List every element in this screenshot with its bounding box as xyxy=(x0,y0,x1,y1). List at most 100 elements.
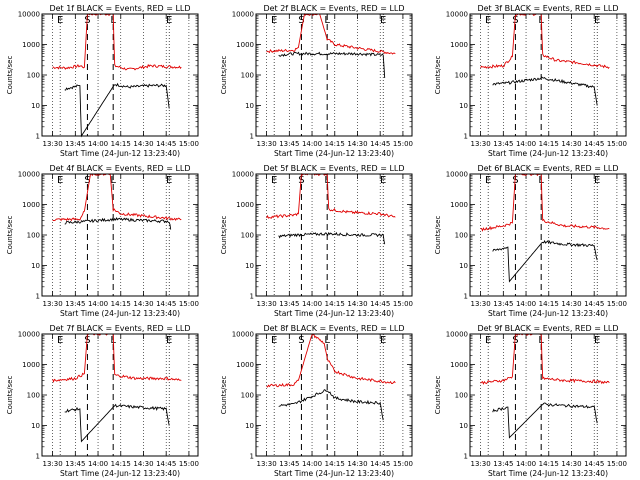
y-tick-label: 1 xyxy=(464,133,468,141)
y-tick-label: 1000 xyxy=(236,41,254,49)
lld-series-line xyxy=(480,13,610,70)
x-tick-label: 14:45 xyxy=(584,300,604,308)
x-tick-label: 14:45 xyxy=(584,460,604,468)
x-tick-label: 13:45 xyxy=(493,140,513,148)
x-axis-label: Start Time (24-Jun-12 13:23:40) xyxy=(488,469,608,478)
y-tick-label: 10000 xyxy=(18,331,40,339)
x-tick-label: 14:30 xyxy=(133,300,153,308)
events-series-line xyxy=(278,51,386,79)
event-marker-label: E xyxy=(485,175,491,186)
x-tick-label: 14:00 xyxy=(302,140,322,148)
x-tick-label: 15:00 xyxy=(179,300,199,308)
x-tick-label: 13:45 xyxy=(279,460,299,468)
events-series-line xyxy=(278,389,384,421)
event-marker-label: E xyxy=(271,175,277,186)
y-tick-label: 10000 xyxy=(18,171,40,179)
x-axis-label: Start Time (24-Jun-12 13:23:40) xyxy=(274,309,394,318)
y-tick-label: 1 xyxy=(250,133,254,141)
y-tick-label: 10 xyxy=(245,422,254,430)
y-tick-label: 10 xyxy=(459,262,468,270)
y-tick-label: 100 xyxy=(27,72,40,80)
x-tick-label: 14:45 xyxy=(370,460,390,468)
y-tick-label: 1 xyxy=(464,453,468,461)
x-tick-label: 14:00 xyxy=(302,460,322,468)
x-tick-label: 14:00 xyxy=(88,300,108,308)
y-tick-label: 10000 xyxy=(232,171,254,179)
event-marker-label: E xyxy=(594,15,600,26)
x-axis-label: Start Time (24-Jun-12 13:23:40) xyxy=(60,309,180,318)
lld-series-line xyxy=(480,333,610,385)
x-axis-label: Start Time (24-Jun-12 13:23:40) xyxy=(488,309,608,318)
event-marker-label: E xyxy=(594,175,600,186)
y-tick-label: 100 xyxy=(241,72,254,80)
x-tick-label: 14:45 xyxy=(156,300,176,308)
event-marker-label: E xyxy=(271,15,277,26)
plot-frame xyxy=(255,173,413,297)
y-tick-label: 1 xyxy=(36,293,40,301)
plot-frame xyxy=(469,13,627,137)
events-series-line xyxy=(278,231,386,245)
y-tick-label: 10000 xyxy=(446,171,468,179)
x-tick-label: 14:00 xyxy=(88,460,108,468)
x-axis-label: Start Time (24-Jun-12 13:23:40) xyxy=(60,149,180,158)
y-tick-label: 1000 xyxy=(236,201,254,209)
x-tick-label: 15:00 xyxy=(393,460,413,468)
event-marker-label: E xyxy=(166,175,172,186)
x-tick-label: 14:45 xyxy=(156,140,176,148)
plot-frame xyxy=(41,173,199,297)
y-tick-label: 10 xyxy=(31,102,40,110)
x-tick-label: 14:45 xyxy=(370,140,390,148)
event-marker-label: E xyxy=(594,335,600,346)
event-marker-label: E xyxy=(271,335,277,346)
x-tick-label: 14:15 xyxy=(325,140,345,148)
panel-title: Det 8f BLACK = Events, RED = LLD xyxy=(263,324,404,333)
x-tick-label: 14:30 xyxy=(561,460,581,468)
lld-series-line xyxy=(266,333,396,388)
y-axis-label: Counts/sec xyxy=(6,216,14,255)
event-marker-label: L xyxy=(324,15,330,26)
panel-det-1: Det 1f BLACK = Events, RED = LLD Counts/s… xyxy=(6,4,199,158)
y-axis-label: Counts/sec xyxy=(434,56,442,95)
y-tick-label: 100 xyxy=(455,232,468,240)
y-tick-label: 10 xyxy=(459,102,468,110)
event-marker-label: E xyxy=(57,15,63,26)
panel-det-4: Det 4f BLACK = Events, RED = LLD Counts/s… xyxy=(6,164,199,318)
x-tick-label: 14:45 xyxy=(156,460,176,468)
panel-title: Det 3f BLACK = Events, RED = LLD xyxy=(477,4,618,13)
events-series-line xyxy=(492,76,598,106)
plot-frame xyxy=(41,333,199,457)
x-tick-label: 14:00 xyxy=(88,140,108,148)
panel-det-6: Det 6f BLACK = Events, RED = LLD Counts/s… xyxy=(434,164,627,318)
y-tick-label: 1 xyxy=(36,133,40,141)
x-tick-label: 15:00 xyxy=(179,460,199,468)
y-tick-label: 100 xyxy=(455,392,468,400)
panel-det-7: Det 7f BLACK = Events, RED = LLD Counts/s… xyxy=(6,324,199,478)
event-marker-label: E xyxy=(57,335,63,346)
lld-series-line xyxy=(266,172,396,219)
y-tick-label: 10 xyxy=(459,422,468,430)
y-tick-label: 1 xyxy=(250,293,254,301)
x-tick-label: 14:15 xyxy=(539,460,559,468)
lld-series-line xyxy=(480,173,610,232)
event-marker-label: L xyxy=(110,175,116,186)
y-axis-label: Counts/sec xyxy=(434,376,442,415)
lld-series-line xyxy=(266,12,396,55)
event-marker-label: E xyxy=(166,15,172,26)
y-tick-label: 10000 xyxy=(446,331,468,339)
panel-det-9: Det 9f BLACK = Events, RED = LLD Counts/s… xyxy=(434,324,627,478)
y-axis-label: Counts/sec xyxy=(220,376,228,415)
events-series-line xyxy=(64,82,170,138)
panel-title: Det 5f BLACK = Events, RED = LLD xyxy=(263,164,404,173)
y-tick-label: 100 xyxy=(27,232,40,240)
y-axis-label: Counts/sec xyxy=(6,376,14,415)
x-tick-label: 15:00 xyxy=(393,140,413,148)
panel-title: Det 2f BLACK = Events, RED = LLD xyxy=(263,4,404,13)
lld-series-line xyxy=(52,13,182,71)
x-tick-label: 13:45 xyxy=(279,300,299,308)
y-tick-label: 1000 xyxy=(450,361,468,369)
event-marker-label: L xyxy=(324,335,330,346)
x-tick-label: 14:15 xyxy=(539,300,559,308)
y-tick-label: 1 xyxy=(464,293,468,301)
y-tick-label: 10 xyxy=(31,262,40,270)
